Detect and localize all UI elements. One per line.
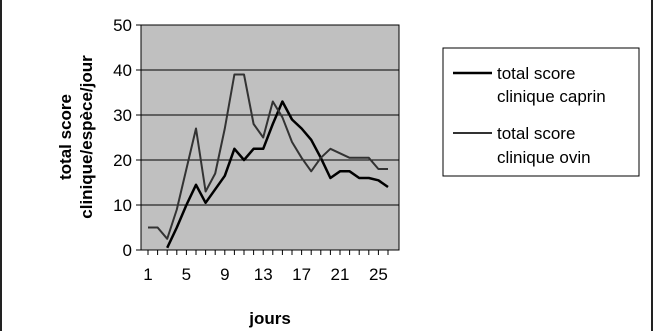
- x-axis-ticks: 1 5 9 13 17 21 25: [143, 250, 389, 284]
- x-tick-label-13: 13: [254, 265, 273, 284]
- x-axis-label: jours: [248, 309, 291, 328]
- y-axis-label-line-1: total score: [56, 94, 75, 180]
- legend-label-ovin-line-1: total score: [497, 124, 575, 143]
- frame-right-border: [651, 0, 653, 331]
- x-tick-label-5: 5: [182, 265, 191, 284]
- y-tick-label-50: 50: [113, 16, 132, 35]
- y-tick-label-20: 20: [113, 151, 132, 170]
- y-tick-label-30: 30: [113, 106, 132, 125]
- series-line-1: [148, 73, 388, 240]
- x-tick-label-9: 9: [220, 265, 229, 284]
- x-tick-label-1: 1: [143, 265, 152, 284]
- y-axis-label-line-2: clinique/espèce/jour: [77, 55, 96, 219]
- legend-label-caprin-line-1: total score: [497, 64, 575, 83]
- x-tick-label-17: 17: [292, 265, 311, 284]
- y-tick-label-10: 10: [113, 196, 132, 215]
- legend-label-caprin-line-2: clinique caprin: [497, 87, 606, 106]
- frame-left-border: [0, 0, 2, 331]
- x-tick-label-25: 25: [369, 265, 388, 284]
- legend: total score clinique caprin total score …: [442, 47, 640, 177]
- series-line-0: [166, 100, 389, 249]
- plot-background: [140, 24, 400, 251]
- legend-label-ovin-line-2: clinique ovin: [497, 148, 591, 167]
- series-lines: [148, 73, 389, 249]
- y-axis-ticks: 0 10 20 30 40 50: [113, 16, 141, 260]
- y-tick-label-40: 40: [113, 61, 132, 80]
- y-tick-label-0: 0: [123, 241, 132, 260]
- legend-box: [442, 47, 640, 177]
- plot-area: [140, 24, 400, 251]
- x-tick-label-21: 21: [331, 265, 350, 284]
